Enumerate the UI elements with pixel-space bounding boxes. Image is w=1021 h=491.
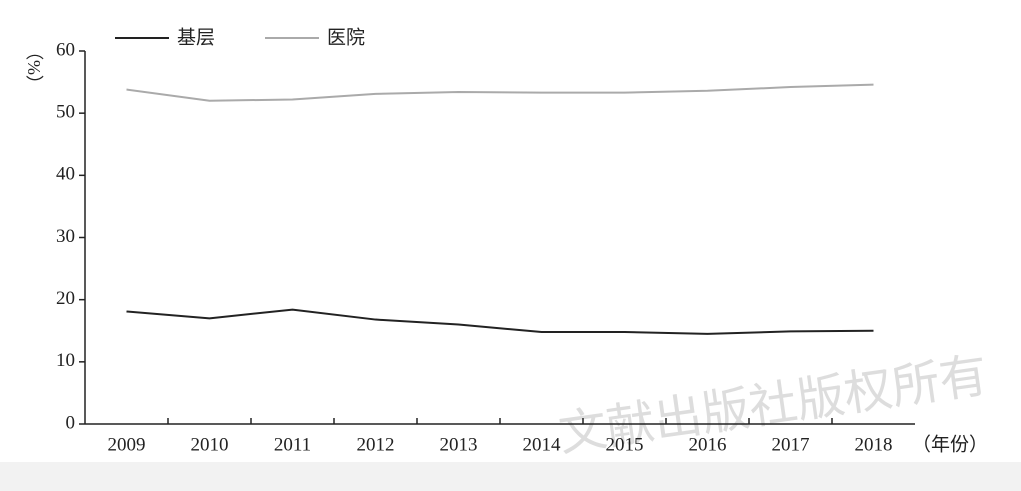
x-axis-label: （年份） (912, 433, 988, 455)
bottom-strip (0, 462, 1021, 491)
x-tick-label: 2018 (855, 434, 893, 455)
y-tick-label: 20 (56, 288, 75, 309)
y-tick-label: 0 (66, 412, 76, 433)
x-tick-label: 2010 (191, 434, 229, 455)
y-tick-label: 10 (56, 350, 75, 371)
y-axis-label: （%） (24, 42, 44, 93)
x-tick-label: 2012 (357, 434, 395, 455)
series-line (126, 83, 874, 102)
x-tick-label: 2014 (523, 434, 562, 455)
y-tick-label: 60 (56, 39, 75, 60)
legend-label: 医院 (327, 26, 365, 48)
series-line (126, 308, 874, 335)
x-tick-label: 2011 (274, 434, 311, 455)
x-tick-label: 2009 (108, 434, 146, 455)
y-tick-label: 30 (56, 226, 75, 247)
x-tick-label: 2013 (440, 434, 478, 455)
y-tick-label: 50 (56, 102, 75, 123)
x-tick-label: 2016 (689, 434, 727, 455)
legend-label: 基层 (177, 26, 215, 48)
x-tick-label: 2017 (772, 434, 810, 455)
y-tick-label: 40 (56, 164, 75, 185)
x-tick-label: 2015 (606, 434, 644, 455)
